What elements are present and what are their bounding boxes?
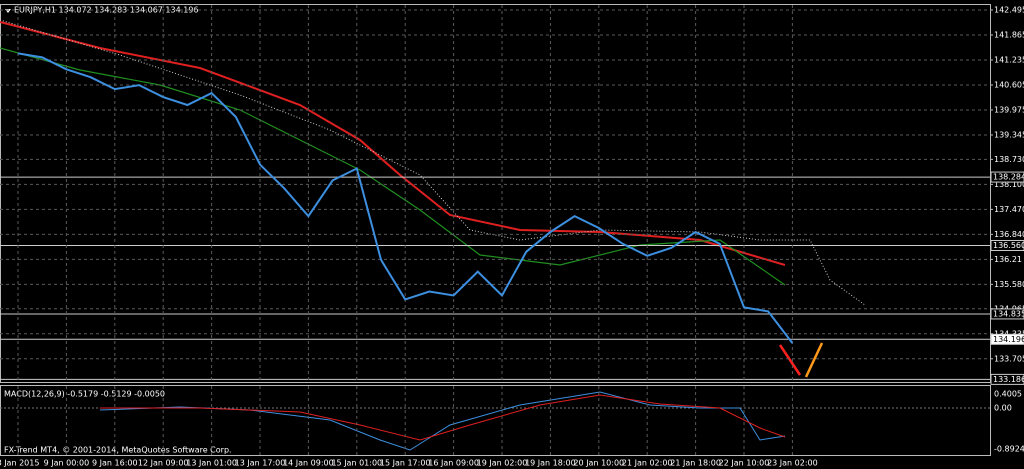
y-tick-label: 141.865 <box>994 30 1024 39</box>
x-tick-label: 20 Jan 10:00 <box>573 459 624 468</box>
x-tick-label: 9 Jan 00:00 <box>44 459 90 468</box>
x-tick-label: 19 Jan 18:00 <box>525 459 576 468</box>
x-tick-label: 12 Jan 09:00 <box>138 459 189 468</box>
y-tick-label: 141.235 <box>994 55 1024 64</box>
price-label: 134.196 <box>993 335 1024 344</box>
y-tick-label: 139.345 <box>994 130 1024 139</box>
x-tick-label: 8 Jan 2015 <box>0 459 39 468</box>
y-tick-label: 139.975 <box>994 105 1024 114</box>
macd-label: MACD(12,26,9) -0.5179 -0.5129 -0.0050 <box>4 390 165 399</box>
price-label: 134.835 <box>993 309 1024 318</box>
x-tick-label: 13 Jan 01:00 <box>186 459 237 468</box>
x-tick-label: 14 Jan 09:00 <box>283 459 334 468</box>
x-tick-label: 9 Jan 16:00 <box>92 459 138 468</box>
x-tick-label: 21 Jan 18:00 <box>670 459 721 468</box>
main-frame <box>0 4 991 383</box>
x-tick-label: 15 Jan 17:00 <box>380 459 431 468</box>
x-tick-label: 22 Jan 10:00 <box>719 459 770 468</box>
x-tick-label: 23 Jan 02:00 <box>767 459 818 468</box>
y-tick-label: 135.580 <box>994 280 1024 289</box>
price-label: 133.186 <box>993 375 1024 384</box>
y-tick-label: 136.840 <box>994 230 1024 239</box>
price-label: 138.284 <box>993 173 1024 182</box>
copyright: FX-Trend MT4, © 2001-2014, MetaQuotes So… <box>4 446 232 455</box>
y-tick-label: 137.470 <box>994 205 1024 214</box>
chart-title: EURJPY,H1 134.072 134.283 134.067 134.19… <box>14 6 199 15</box>
y-tick-label: 142.495 <box>994 5 1024 14</box>
y-tick-label: 134.335 <box>994 329 1024 338</box>
y-tick-label: 133.705 <box>994 354 1024 363</box>
arrow-up <box>804 342 824 378</box>
price-line-series <box>17 52 794 344</box>
macd-tick: 0.00 <box>994 404 1012 413</box>
y-tick-label: 138.730 <box>994 155 1024 164</box>
x-tick-label: 16 Jan 09:00 <box>428 459 479 468</box>
price-label-box <box>990 239 1024 251</box>
price-label-box <box>990 373 1024 385</box>
moving-average-green <box>0 47 786 286</box>
macd-tick: 0.4005 <box>994 390 1022 399</box>
x-tick-label: 21 Jan 02:00 <box>622 459 673 468</box>
x-tick-label: 15 Jan 01:00 <box>331 459 382 468</box>
y-tick-label: 140.605 <box>994 80 1024 89</box>
macd-signal <box>100 394 786 441</box>
macd-tick: -0.8924 <box>994 445 1024 454</box>
x-tick-label: 19 Jan 02:00 <box>477 459 528 468</box>
price-label-box <box>990 308 1024 320</box>
price-label: 136.560 <box>993 241 1024 250</box>
price-label-box <box>990 171 1024 183</box>
arrow-down <box>778 344 802 376</box>
macd-frame <box>0 385 991 456</box>
price-label-box <box>990 333 1024 345</box>
y-tick-label: 136.21 <box>994 255 1022 264</box>
y-tick-label: 138.100 <box>994 180 1024 189</box>
macd-line <box>99 391 786 451</box>
moving-average-red <box>0 21 786 266</box>
x-tick-label: 13 Jan 17:00 <box>235 459 286 468</box>
